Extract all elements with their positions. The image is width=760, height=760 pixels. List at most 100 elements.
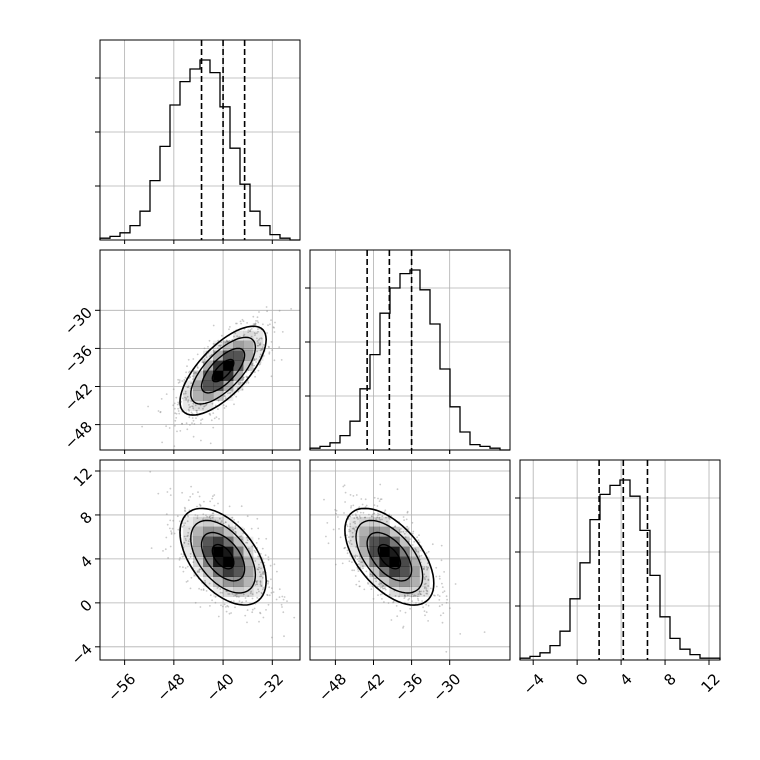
sample-point: [275, 598, 278, 601]
sample-point: [383, 587, 385, 590]
sample-point: [355, 514, 357, 517]
sample-point: [357, 568, 359, 571]
sample-point: [343, 484, 346, 487]
x-tick-label: 4: [616, 670, 635, 689]
density-cell: [183, 536, 194, 547]
density-cell: [203, 350, 214, 361]
sample-point: [256, 568, 259, 571]
sample-point: [379, 498, 382, 501]
sample-point: [440, 559, 443, 562]
sample-point: [394, 525, 396, 528]
density-cell: [369, 576, 380, 587]
sample-point: [363, 588, 366, 591]
sample-point: [271, 636, 273, 639]
density-cell: [233, 380, 244, 391]
density-cell: [233, 350, 244, 361]
sample-point: [233, 519, 236, 521]
sample-point: [414, 547, 417, 550]
contour-outer: [179, 507, 268, 606]
sample-point: [377, 514, 379, 517]
sample-point: [212, 349, 215, 352]
sample-point: [438, 575, 441, 578]
sample-point: [192, 358, 195, 360]
sample-point: [181, 491, 184, 494]
sample-point: [422, 606, 424, 609]
sample-point: [374, 577, 376, 580]
sample-point: [157, 410, 160, 412]
sample-point: [394, 525, 397, 527]
sample-point: [224, 341, 227, 344]
sample-point: [255, 583, 258, 586]
sample-point: [416, 536, 418, 539]
sample-point: [343, 547, 346, 550]
sample-point: [185, 397, 188, 400]
sample-point: [184, 376, 187, 379]
sample-point: [273, 359, 276, 362]
sample-point: [418, 534, 420, 537]
sample-point: [396, 488, 399, 491]
sample-point: [245, 381, 248, 384]
density-cell: [359, 536, 370, 547]
density-cell: [223, 390, 234, 401]
y-tick-label: 8: [77, 508, 96, 527]
density-cell: [203, 536, 214, 547]
sample-point: [344, 501, 346, 503]
sample-point: [260, 337, 263, 340]
sample-point: [355, 583, 358, 586]
hist-step: [519, 479, 721, 660]
density-cell: [399, 576, 410, 587]
sample-point: [351, 527, 354, 530]
hist-panel-3: [515, 459, 721, 661]
sample-point: [261, 348, 264, 350]
sample-point: [257, 344, 260, 347]
sample-point: [267, 582, 269, 585]
sample-point: [240, 538, 243, 541]
sample-point: [251, 364, 254, 367]
density-cell: [193, 400, 204, 411]
sample-point: [354, 522, 356, 525]
sample-point: [204, 579, 206, 582]
sample-point: [184, 522, 187, 524]
sample-point: [183, 509, 186, 512]
sample-point: [425, 603, 427, 606]
sample-point: [349, 525, 352, 528]
sample-point: [353, 517, 356, 520]
sample-point: [409, 538, 412, 540]
sample-point: [379, 586, 382, 589]
sample-point: [198, 587, 201, 590]
sample-point: [220, 334, 223, 337]
sample-point: [192, 378, 194, 380]
sample-point: [190, 485, 193, 488]
sample-point: [357, 560, 360, 563]
sample-point: [254, 371, 256, 373]
sample-point: [406, 525, 408, 528]
sample-point: [196, 571, 199, 573]
sample-point: [353, 555, 355, 558]
density-cell: [253, 556, 264, 567]
sample-point: [260, 585, 263, 587]
sample-point: [379, 513, 381, 516]
sample-point: [238, 600, 241, 603]
sample-point: [177, 410, 180, 412]
sample-point: [234, 530, 237, 533]
sample-point: [262, 616, 265, 619]
sample-point: [253, 549, 256, 552]
sample-point: [186, 520, 189, 523]
sample-point: [378, 517, 381, 519]
density-cell: [183, 516, 194, 527]
sample-point: [259, 611, 261, 614]
sample-point: [212, 343, 215, 345]
sample-point: [256, 581, 258, 584]
sample-point: [407, 599, 410, 601]
sample-point: [238, 596, 240, 598]
sample-point: [177, 407, 180, 410]
sample-point: [286, 600, 288, 602]
contour-2: [200, 347, 246, 394]
sample-point: [398, 595, 400, 598]
density-cell: [233, 586, 244, 597]
sample-point: [362, 565, 364, 568]
sample-point: [172, 388, 175, 391]
sample-point: [187, 531, 190, 534]
sample-point: [205, 356, 208, 359]
sample-point: [191, 493, 194, 495]
